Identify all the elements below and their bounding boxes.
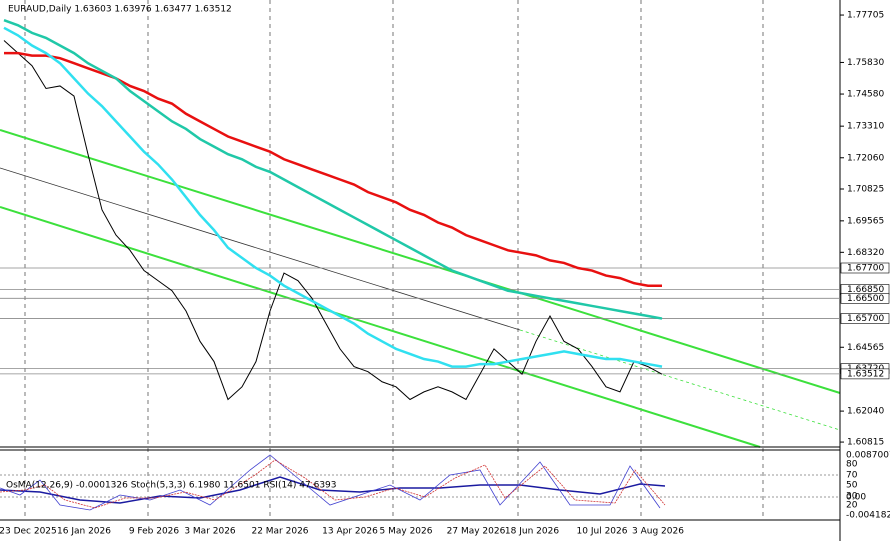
y-tick-label: 1.69565: [847, 216, 884, 226]
x-tick-label: 13 Apr 2026: [322, 527, 378, 537]
indicator-axis-label: 20: [846, 501, 858, 511]
y-tick-label: 1.75830: [847, 58, 884, 68]
chart-title: EURAUD,Daily 1.63603 1.63976 1.63477 1.6…: [8, 5, 232, 15]
x-tick-label: 27 May 2026: [447, 527, 506, 537]
indicator-axis-label: 0.0087007: [846, 451, 890, 461]
y-tick-label: 1.68320: [847, 248, 884, 258]
level-box: [840, 293, 890, 304]
price-line: [3, 40, 663, 401]
indicator-axis-label: -0.004182: [846, 511, 890, 521]
x-tick-label: 23 Dec 2025: [0, 527, 57, 537]
indicator-axis-label: 70: [846, 471, 858, 481]
level-box: [840, 368, 890, 380]
indicator-axis-label: 30: [846, 492, 858, 502]
level-label: 1.63512: [847, 369, 884, 379]
x-tick-label: 5 May 2026: [380, 527, 433, 537]
indicator-axis-label: 50: [846, 481, 858, 491]
x-tick-label: 22 Mar 2026: [251, 527, 308, 537]
mid-line: [0, 167, 521, 331]
moving-average: [3, 19, 663, 320]
x-tick-label: 3 Mar 2026: [184, 527, 236, 537]
vertical-grid: [24, 0, 764, 520]
y-tick-label: 1.77705: [847, 11, 884, 21]
x-tick-label: 3 Aug 2026: [632, 527, 684, 537]
y-tick-label: 1.74580: [847, 90, 884, 100]
level-label: 1.66500: [847, 294, 884, 304]
y-tick-label: 1.72060: [847, 153, 884, 163]
stoch-signal: [0, 459, 666, 509]
level-label: 1.66850: [847, 285, 884, 295]
level-box: [840, 313, 890, 324]
level-box: [840, 262, 890, 274]
indicator-pane: [0, 454, 840, 511]
indicator-axis-label: 80: [846, 460, 858, 470]
x-tick-label: 16 Jan 2026: [57, 527, 111, 537]
y-tick-label: 1.70825: [847, 184, 884, 194]
indicator-title: OsMA(12,26,9) -0.0001326 Stoch(5,3,3) 6.…: [6, 481, 337, 491]
x-tick-label: 9 Feb 2026: [129, 527, 180, 537]
stoch-line: [0, 454, 661, 511]
channel-line: [0, 129, 841, 394]
rsi-line: [0, 476, 666, 504]
moving-average: [3, 26, 663, 368]
x-tick-label: 10 Jul 2026: [577, 527, 628, 537]
x-tick-label: 18 Jun 2026: [505, 527, 559, 537]
level-label: 1.65700: [847, 314, 884, 324]
y-tick-label: 1.73310: [847, 122, 884, 132]
indicator-axis-label: 0.00: [846, 493, 866, 503]
y-tick-label: 1.64565: [847, 343, 884, 353]
y-tick-label: 1.62040: [847, 407, 884, 417]
y-tick-label: 1.60815: [847, 438, 884, 448]
level-label: 1.67700: [847, 263, 884, 273]
